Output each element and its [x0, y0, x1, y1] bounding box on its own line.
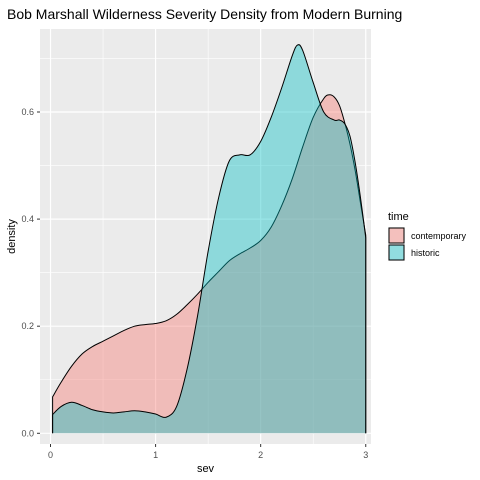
y-tick-label: 0.6: [21, 107, 34, 117]
x-tick-label: 0: [48, 450, 53, 460]
chart-title: Bob Marshall Wilderness Severity Density…: [7, 6, 402, 22]
x-axis: 0 1 2 3: [48, 444, 368, 460]
density-area-historic: [52, 44, 366, 434]
legend-key-historic: [388, 244, 405, 261]
legend-key-contemporary: [388, 227, 405, 244]
y-axis: 0.0 0.2 0.4 0.6: [21, 107, 40, 438]
legend-key-background: [388, 244, 405, 261]
density-line-contemporary: [52, 94, 367, 434]
y-axis-title: density: [6, 219, 18, 254]
density-area-contemporary: [52, 94, 366, 434]
density-line-historic: [52, 44, 367, 434]
x-axis-title: sev: [197, 463, 215, 475]
x-tick-label: 3: [363, 450, 368, 460]
legend-label-historic: historic: [411, 248, 440, 258]
y-tick-label: 0.0: [21, 428, 34, 438]
y-tick-label: 0.2: [21, 321, 34, 331]
legend-label-contemporary: contemporary: [411, 231, 467, 241]
plot-panel: [40, 29, 371, 444]
x-tick-label: 2: [258, 450, 263, 460]
minor-gridlines: [40, 29, 371, 444]
legend-key-background: [388, 227, 405, 244]
y-tick-label: 0.4: [21, 214, 34, 224]
x-tick-label: 1: [153, 450, 158, 460]
density-areas: [52, 44, 367, 434]
legend: time contemporary historic: [388, 211, 467, 261]
legend-items: contemporary historic: [388, 227, 467, 261]
legend-title: time: [388, 211, 409, 223]
